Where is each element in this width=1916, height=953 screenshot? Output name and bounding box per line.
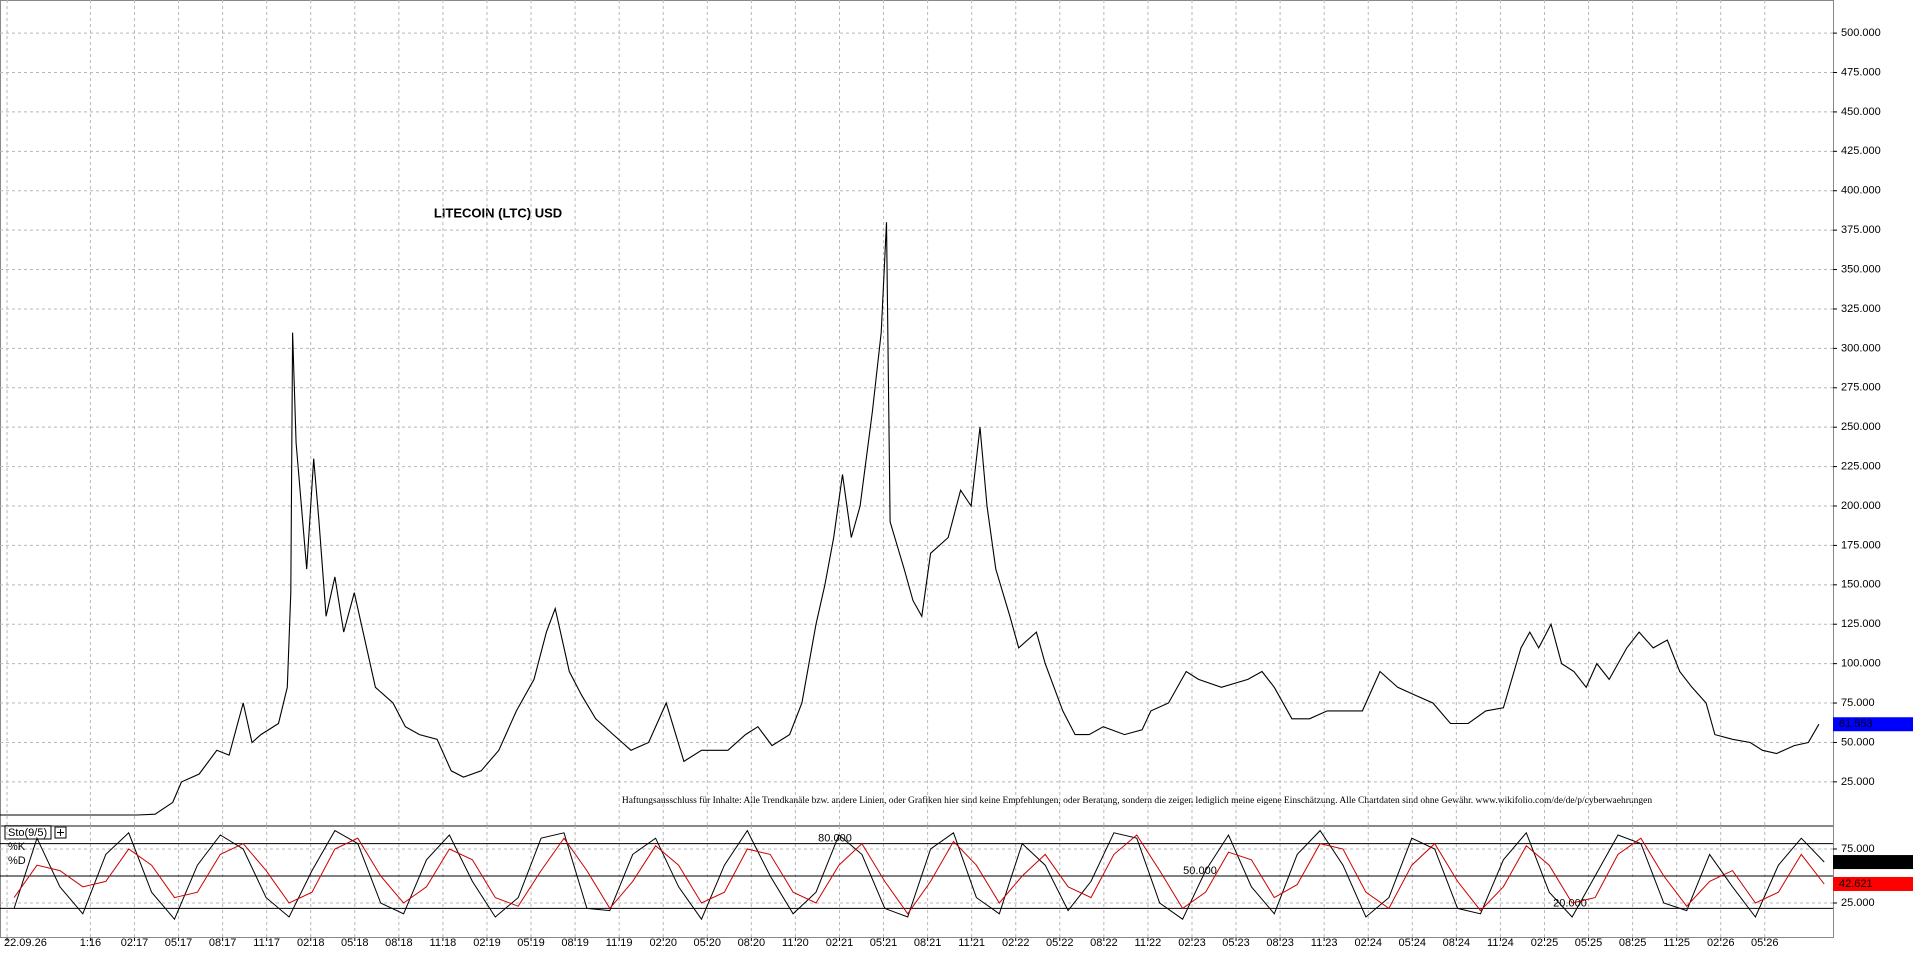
x-tick-label: 05.26 [1751,937,1779,948]
series-line [13,829,1825,921]
x-tick-label: 02.19 [473,937,501,948]
y-tick-label: 450.000 [1841,106,1881,118]
x-tick-label: 02.20 [649,937,677,948]
x-tick-label: 05.22 [1046,937,1074,948]
y-tick-label: 75.000 [1841,697,1875,709]
last-value-label: 61.553 [1839,718,1873,730]
x-tick-label: 11.17 [253,937,280,948]
y-tick-label: 200.000 [1841,500,1881,512]
x-tick-label: 05.18 [341,937,369,948]
y-tick-label: 400.000 [1841,185,1881,197]
x-tick-label: 08.20 [738,937,766,948]
x-tick-label: 08.24 [1443,937,1471,948]
x-tick-label: 05.23 [1222,937,1250,948]
x-tick-label: 05.17 [165,937,193,948]
disclaimer: Haftungsausschluss für Inhalte: Alle Tre… [622,795,1653,806]
level-label: 80.000 [818,833,852,845]
y-tick-label: 225.000 [1841,461,1881,473]
y-tick-label: 175.000 [1841,539,1881,551]
legend-box [4,825,52,840]
x-tick-label: 05.25 [1575,937,1603,948]
legend-toggle-icon [57,829,64,836]
x-tick-label: 11.18 [430,937,457,948]
x-tick-label: 08.18 [385,937,413,948]
y-tick-label: 100.000 [1841,658,1881,670]
x-tick-label: 11.20 [782,937,809,948]
x-tick-label: 08.21 [914,937,942,948]
x-tick-label: 02.22 [1002,937,1030,948]
y-tick-label: 500.000 [1841,27,1881,39]
x-tick-label: 11.21 [958,937,985,948]
y-tick-label: 325.000 [1841,303,1881,315]
x-tick-label: 11.19 [606,937,633,948]
chart-title: LITECOIN (LTC) USD [434,205,562,220]
level-label: 50.000 [1183,865,1217,877]
x-tick-label: 1:16 [80,937,101,948]
x-tick-label: 02.23 [1178,937,1206,948]
last-value-label: 62.922 [1839,856,1873,868]
x-tick-label: 02.21 [826,937,854,948]
legend-label: %D [8,855,26,867]
last-value-bg [1833,876,1913,891]
legend-title: Sto(9/5) [8,827,47,839]
x-tick-label: 11.25 [1663,937,1690,948]
y-tick-label: 50.000 [1841,736,1875,748]
y-tick-label: 125.000 [1841,618,1881,630]
x-tick-label: 08.19 [561,937,589,948]
x-tick-label: 11.23 [1311,937,1338,948]
x-tick-label: 08.23 [1266,937,1294,948]
x-tick-label: 02.24 [1354,937,1382,948]
y-tick-label: 350.000 [1841,263,1881,275]
y-tick-label: 475.000 [1841,66,1881,78]
x-tick-label: 11.24 [1487,937,1514,948]
last-value-bg [1833,717,1913,732]
x-tick-label: 08.25 [1619,937,1647,948]
price-line [0,222,1820,816]
x-tick-label: 11.22 [1135,937,1162,948]
x-tick-label: 05.19 [517,937,545,948]
price-panel-frame [0,0,1834,826]
legend-label: %K [8,841,26,853]
y-tick-label: 25.000 [1841,897,1875,909]
y-tick-label: 425.000 [1841,145,1881,157]
y-tick-label: 250.000 [1841,421,1881,433]
x-tick-label: 02.18 [297,937,325,948]
x-tick-label: 08.17 [209,937,237,948]
last-value-bg [1833,855,1913,870]
y-tick-label: 25.000 [1841,776,1875,788]
x-tick-label: 22.09.26 [4,937,47,948]
x-tick-label: 05.20 [694,937,722,948]
last-value-label: 42.621 [1839,878,1873,890]
y-tick-label: 75.000 [1841,843,1875,855]
y-tick-label: 150.000 [1841,579,1881,591]
y-tick-label: 275.000 [1841,382,1881,394]
x-tick-label: 02.17 [121,937,149,948]
y-tick-label: 375.000 [1841,224,1881,236]
x-tick-label: 05.21 [870,937,898,948]
y-tick-label: 300.000 [1841,342,1881,354]
x-tick-label: 05.24 [1399,937,1427,948]
x-tick-label: 08.22 [1090,937,1118,948]
series-line [13,834,1825,915]
x-tick-label: 02.26 [1707,937,1735,948]
x-tick-label: 02.25 [1531,937,1559,948]
